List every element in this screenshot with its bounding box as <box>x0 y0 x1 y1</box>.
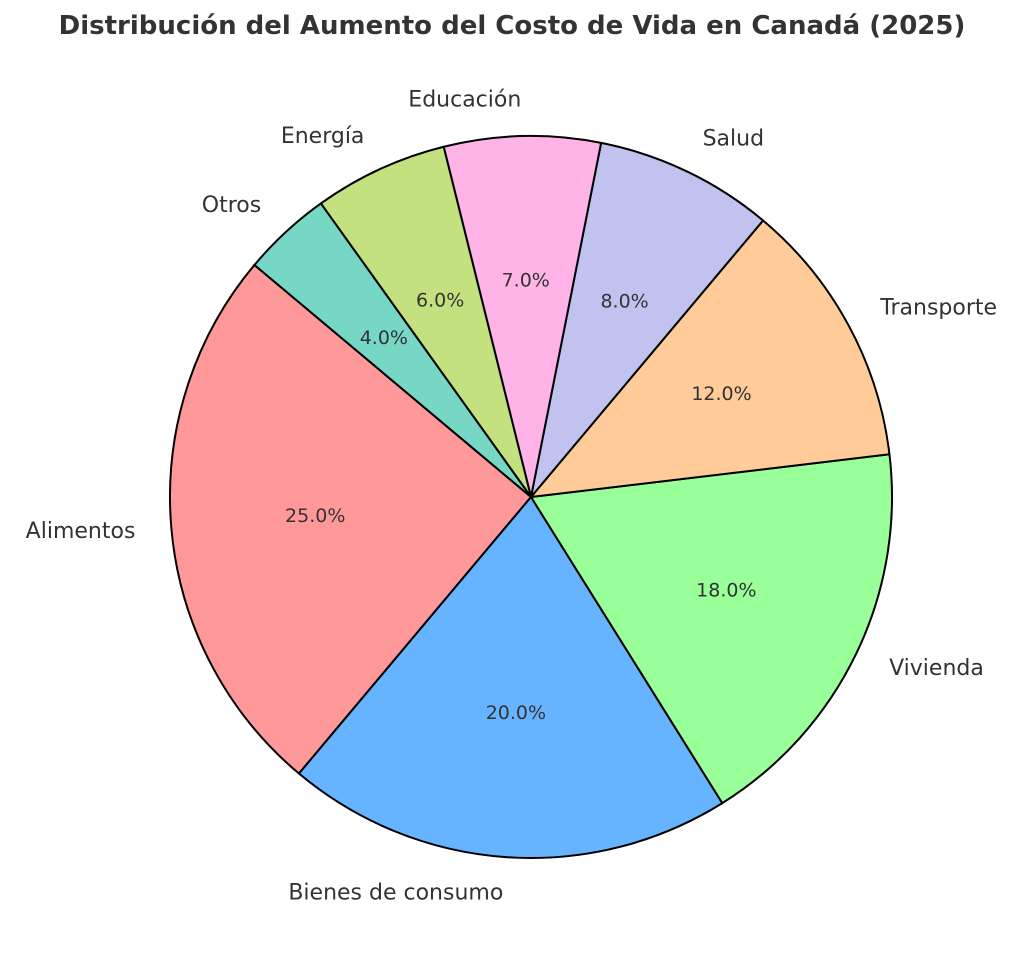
slice-label-alimentos: Alimentos <box>26 519 136 544</box>
pie-slice-alimentos <box>169 263 532 775</box>
pie-slice-energia <box>319 145 532 498</box>
slice-label-salud: Salud <box>703 126 764 151</box>
slice-percent-educacion: 7.0% <box>502 269 550 291</box>
chart-title: Distribución del Aumento del Costo de Vi… <box>58 11 966 41</box>
slice-label-transporte: Transporte <box>879 296 997 321</box>
pie-labels: Alimentos 25.0% Bienes de consumo 20.0% Vivi… <box>26 88 997 906</box>
pie-slice-bienes-de-consumo <box>297 496 724 859</box>
pie-slice-transporte <box>530 219 891 498</box>
pie-slices <box>169 135 893 859</box>
slice-percent-transporte: 12.0% <box>691 383 751 405</box>
pie-slice-otros <box>253 202 532 498</box>
slice-label-energia: Energía <box>281 124 365 149</box>
slice-percent-vivienda: 18.0% <box>696 580 756 602</box>
pie-slice-vivienda <box>530 453 893 805</box>
pie-slice-educacion <box>442 135 603 498</box>
slice-percent-alimentos: 25.0% <box>285 505 345 527</box>
slice-label-vivienda: Vivienda <box>889 656 984 681</box>
slice-percent-salud: 8.0% <box>600 291 648 313</box>
slice-percent-energia: 6.0% <box>416 289 464 311</box>
slice-label-bienes-de-consumo: Bienes de consumo <box>288 881 503 906</box>
slice-label-educacion: Educación <box>408 88 521 113</box>
pie-slice-salud <box>530 141 765 498</box>
slice-percent-bienes-de-consumo: 20.0% <box>486 702 546 724</box>
slice-percent-otros: 4.0% <box>360 327 408 349</box>
slice-label-otros: Otros <box>202 193 261 218</box>
